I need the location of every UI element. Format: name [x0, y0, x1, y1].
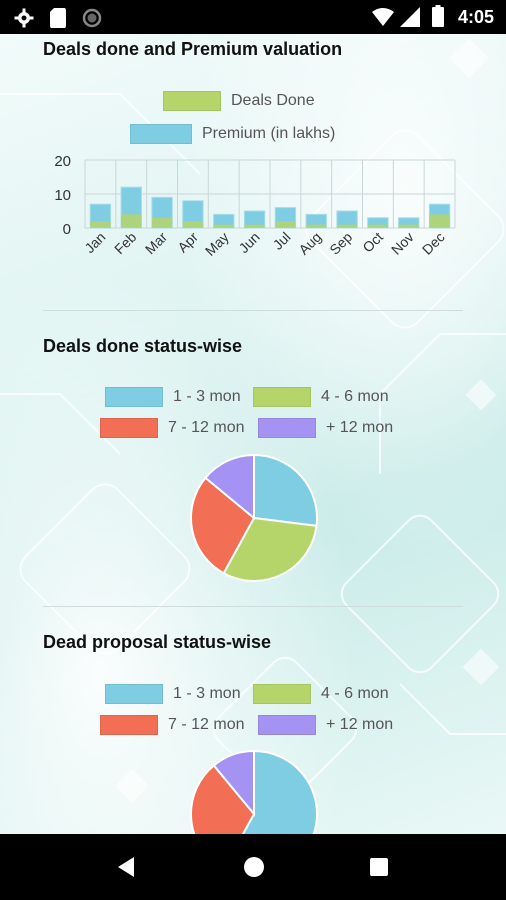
bar-chart: 0 10 20 Jan Feb Mar Apr May Jun Jul Aug Sep Oct Nov De…	[54, 153, 456, 259]
legend-1-3-mon[interactable]: 1 - 3 mon	[105, 387, 241, 407]
x-tick-label: Jan	[81, 229, 108, 256]
home-button[interactable]	[243, 856, 265, 883]
legend-premium[interactable]: Premium (in lakhs)	[130, 124, 335, 144]
sd-card-icon	[50, 8, 66, 33]
legend-7-12-mon[interactable]: 7 - 12 mon	[100, 418, 244, 438]
legend-label: 4 - 6 mon	[321, 685, 389, 702]
legend-label: 4 - 6 mon	[321, 388, 389, 405]
pie-slice-0[interactable]	[224, 749, 318, 834]
pie-slice-2[interactable]	[190, 476, 256, 575]
pie-slice-2[interactable]	[190, 764, 256, 834]
legend-label: 7 - 12 mon	[168, 716, 245, 733]
legend-label: 1 - 3 mon	[173, 685, 241, 702]
status-time: 4:05	[457, 7, 494, 27]
bar-deals-mar[interactable]	[151, 217, 173, 228]
legend-swatch-green	[253, 387, 311, 407]
bar-deals-nov[interactable]	[398, 224, 419, 228]
legend-4-6-mon[interactable]: 4 - 6 mon	[253, 387, 389, 407]
legend-swatch-purple	[258, 715, 316, 735]
circle-icon	[82, 8, 102, 33]
bar-deals-oct[interactable]	[367, 224, 389, 228]
divider	[43, 310, 463, 311]
pie-chart-deals-status	[190, 453, 318, 582]
legend-swatch-blue	[105, 684, 163, 704]
x-tick-label: Dec	[419, 229, 448, 258]
x-tick-label: Apr	[174, 229, 201, 256]
pie-slice-1[interactable]	[222, 516, 318, 582]
pie-slice-3[interactable]	[204, 453, 255, 521]
recents-button[interactable]	[370, 858, 388, 881]
y-tick-label: 20	[54, 153, 71, 170]
bar-deals-sep[interactable]	[336, 224, 358, 228]
legend-label: + 12 mon	[326, 419, 394, 436]
x-tick-label: Nov	[388, 229, 417, 258]
bar-deals-dec[interactable]	[429, 214, 450, 228]
legend-label: Premium (in lakhs)	[202, 125, 336, 142]
navigation-bar	[0, 834, 506, 900]
legend-label: + 12 mon	[326, 716, 394, 733]
pie-slice-0[interactable]	[253, 453, 318, 528]
x-tick-label: Aug	[295, 229, 324, 258]
x-tick-label: Sep	[326, 229, 355, 258]
legend-swatch-green	[163, 91, 221, 111]
status-bar: 4:05	[0, 0, 506, 34]
legend-label: 1 - 3 mon	[173, 388, 241, 405]
legend-12-plus-mon[interactable]: + 12 mon	[258, 715, 393, 735]
bar-deals-jan[interactable]	[90, 221, 111, 228]
battery-icon	[432, 5, 444, 32]
y-tick-label: 0	[63, 221, 71, 238]
bar-deals-may[interactable]	[213, 224, 234, 228]
x-tick-label: Feb	[111, 229, 140, 258]
y-tick-label: 10	[54, 187, 71, 204]
legend-1-3-mon[interactable]: 1 - 3 mon	[105, 684, 241, 704]
legend-label: 7 - 12 mon	[168, 419, 245, 436]
legend-label: Deals Done	[231, 92, 315, 109]
legend-swatch-blue	[130, 124, 192, 144]
divider	[43, 606, 463, 607]
legend-12-plus-mon[interactable]: + 12 mon	[258, 418, 393, 438]
x-tick-label: Oct	[359, 229, 386, 256]
legend-4-6-mon[interactable]: 4 - 6 mon	[253, 684, 389, 704]
x-tick-label: May	[202, 229, 232, 259]
wifi-icon	[372, 7, 394, 32]
x-tick-label: Jun	[235, 229, 262, 256]
recents-icon	[370, 858, 388, 876]
legend-deals-done[interactable]: Deals Done	[163, 91, 315, 111]
x-tick-label: Jul	[270, 229, 294, 253]
bar-deals-jul[interactable]	[275, 221, 296, 228]
bar-deals-aug[interactable]	[306, 224, 327, 228]
legend-swatch-red	[100, 418, 158, 438]
back-icon	[118, 857, 134, 877]
legend-7-12-mon[interactable]: 7 - 12 mon	[100, 715, 244, 735]
home-icon	[244, 857, 264, 877]
back-button[interactable]	[116, 856, 136, 883]
x-tick-label: Mar	[142, 229, 171, 258]
legend-swatch-red	[100, 715, 158, 735]
signal-icon	[400, 7, 420, 32]
chart-title-deals-premium: Deals done and Premium valuation	[43, 39, 343, 59]
legend-swatch-green	[253, 684, 311, 704]
pie-slice-3[interactable]	[212, 749, 255, 817]
pie-chart-dead-proposal	[190, 749, 318, 834]
settings-icon	[14, 8, 34, 33]
bar-deals-jun[interactable]	[244, 224, 265, 228]
bar-deals-apr[interactable]	[182, 221, 204, 228]
legend-swatch-purple	[258, 418, 316, 438]
chart-title-dead-proposal: Dead proposal status-wise	[43, 632, 272, 652]
bar-deals-feb[interactable]	[121, 214, 142, 228]
dashboard-content[interactable]: Deals done and Premium valuation Deals D…	[0, 34, 506, 834]
chart-title-deals-status: Deals done status-wise	[43, 336, 243, 356]
legend-swatch-blue	[105, 387, 163, 407]
